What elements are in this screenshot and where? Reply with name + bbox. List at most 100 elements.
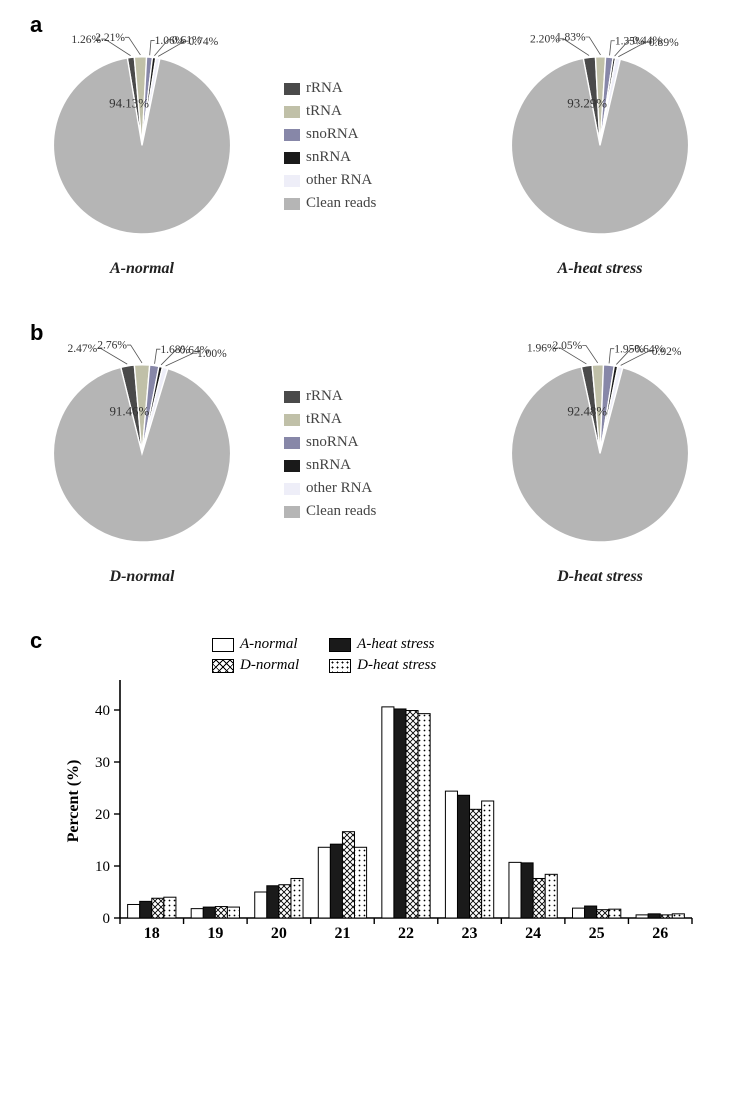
legend-swatch — [284, 483, 300, 495]
legend-item: A-heat stress — [329, 636, 436, 653]
legend-item: D-normal — [212, 657, 299, 674]
bar — [267, 886, 279, 918]
bar — [291, 878, 303, 918]
bar — [521, 863, 533, 918]
bar — [573, 908, 585, 918]
pie-callout-label: 0.92% — [652, 346, 682, 358]
legend-swatch — [284, 437, 300, 449]
bar — [191, 909, 203, 918]
legend-item: A-normal — [212, 636, 299, 653]
bar — [457, 795, 469, 918]
legend-label: D-normal — [240, 657, 299, 674]
bar — [533, 878, 545, 918]
bar — [382, 707, 394, 918]
bar — [609, 909, 621, 918]
bar — [164, 897, 176, 918]
y-tick-label: 10 — [95, 859, 110, 875]
legend-label: snoRNA — [306, 126, 359, 143]
pie-inside-label: 92.48% — [567, 404, 607, 419]
bar — [482, 801, 494, 918]
bar — [342, 832, 354, 918]
legend-label: D-heat stress — [357, 657, 436, 674]
legend-swatch — [329, 638, 351, 652]
bar — [648, 914, 660, 918]
legend-a: rRNA tRNA snoRNA snRNA other RNA Clean r… — [284, 80, 376, 218]
x-tick-label: 20 — [271, 925, 287, 942]
bar — [203, 907, 215, 918]
legend-swatch — [329, 659, 351, 673]
y-tick-label: 0 — [103, 911, 111, 927]
bar-chart: 010203040Percent (%)181920212223242526 A… — [62, 628, 722, 948]
bar — [318, 847, 330, 918]
legend-swatch — [212, 659, 234, 673]
legend-swatch — [284, 152, 300, 164]
legend-swatch — [284, 198, 300, 210]
y-tick-label: 40 — [95, 703, 110, 719]
bar — [636, 915, 648, 918]
pie-d-heat: 1.96%2.05%1.95%0.64%0.92%92.48%D-heat st… — [470, 326, 730, 586]
pie-callout-label: 2.05% — [552, 340, 582, 352]
pie-a-normal: 1.26%2.21%1.06%0.61%0.74%94.13%A-normal — [12, 18, 272, 278]
pie-callout-label: 2.21% — [95, 32, 125, 44]
pie-callout-label: 0.74% — [188, 36, 218, 48]
x-tick-label: 19 — [207, 925, 223, 942]
legend-item: other RNA — [284, 172, 376, 189]
legend-label: A-normal — [240, 636, 298, 653]
y-axis-label: Percent (%) — [65, 760, 82, 843]
legend-label: other RNA — [306, 172, 372, 189]
y-tick-label: 30 — [95, 755, 110, 771]
legend-label: tRNA — [306, 411, 342, 428]
x-tick-label: 24 — [525, 925, 541, 942]
panel-c: c 010203040Percent (%)181920212223242526… — [12, 628, 730, 998]
legend-item: rRNA — [284, 80, 376, 97]
x-tick-label: 25 — [589, 925, 605, 942]
legend-item: tRNA — [284, 411, 376, 428]
legend-label: rRNA — [306, 388, 343, 405]
pie-d-normal: 2.47%2.76%1.68%0.64%1.00%91.46%D-normal — [12, 326, 272, 586]
callout-line — [125, 37, 140, 55]
bar — [418, 714, 430, 918]
bar — [672, 914, 684, 918]
pie-inside-label: 93.29% — [567, 96, 607, 111]
bar — [509, 862, 521, 918]
bar — [215, 907, 227, 918]
bar — [140, 901, 152, 918]
legend-swatch — [284, 391, 300, 403]
legend-item: D-heat stress — [329, 657, 436, 674]
bar — [545, 874, 557, 918]
legend-swatch — [284, 414, 300, 426]
legend-label: snRNA — [306, 457, 351, 474]
legend-label: Clean reads — [306, 195, 376, 212]
legend-swatch — [284, 506, 300, 518]
legend-label: Clean reads — [306, 503, 376, 520]
legend-item: rRNA — [284, 388, 376, 405]
legend-item: snRNA — [284, 457, 376, 474]
pie-a-heat: 2.20%1.83%1.35%0.44%0.89%93.29%A-heat st… — [470, 18, 730, 278]
pie-inside-label: 91.46% — [109, 404, 149, 419]
bar — [227, 907, 239, 918]
legend-item: snoRNA — [284, 434, 376, 451]
panel-b: b 2.47%2.76%1.68%0.64%1.00%91.46%D-norma… — [12, 320, 730, 610]
x-tick-label: 22 — [398, 925, 414, 942]
bar — [394, 709, 406, 918]
legend-item: Clean reads — [284, 195, 376, 212]
pie-callout-label: 1.00% — [197, 348, 227, 360]
pie-callout-label: 0.89% — [649, 37, 679, 49]
callout-line — [582, 345, 598, 363]
bar — [597, 910, 609, 918]
legend-swatch — [284, 83, 300, 95]
bar — [255, 892, 267, 918]
legend-label: snRNA — [306, 149, 351, 166]
legend-label: tRNA — [306, 103, 342, 120]
pie-caption: D-normal — [110, 568, 175, 586]
bar — [445, 791, 457, 918]
panel-c-label: c — [30, 628, 42, 654]
pie-callout-label: 2.47% — [67, 343, 97, 355]
x-tick-label: 18 — [144, 925, 160, 942]
bar — [152, 898, 164, 918]
y-tick-label: 20 — [95, 807, 110, 823]
legend-label: snoRNA — [306, 434, 359, 451]
panel-a: a 1.26%2.21%1.06%0.61%0.74%94.13%A-norma… — [12, 12, 730, 302]
legend-item: other RNA — [284, 480, 376, 497]
callout-line — [586, 37, 601, 55]
